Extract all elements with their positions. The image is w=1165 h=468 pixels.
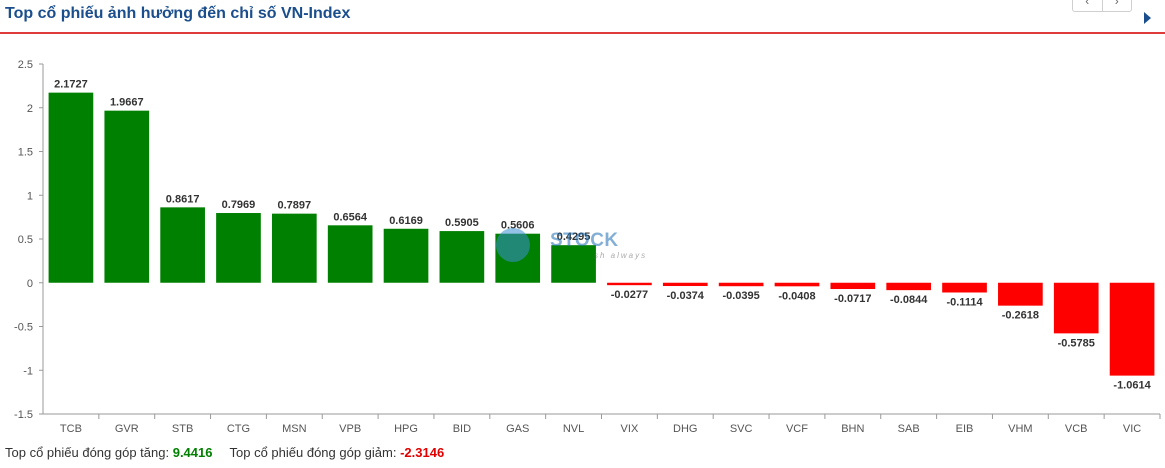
bar-hpg xyxy=(383,228,429,283)
x-tick-label: DHG xyxy=(673,423,697,435)
y-tick-label: 0.5 xyxy=(18,234,33,246)
x-tick-label: VCB xyxy=(1065,423,1088,435)
bar-value-label: -0.0844 xyxy=(890,294,928,306)
bar-vcb xyxy=(1053,282,1099,334)
x-tick-label: HPG xyxy=(394,423,418,435)
bar-value-label: -0.0277 xyxy=(611,289,648,301)
bar-value-label: -0.0374 xyxy=(667,290,705,302)
bar-sab xyxy=(886,282,932,291)
y-tick-label: 2.5 xyxy=(18,59,33,71)
x-tick-label: STB xyxy=(172,423,193,435)
x-tick-label: CTG xyxy=(227,423,250,435)
up-summary-label: Top cổ phiếu đóng góp tăng: xyxy=(5,445,170,460)
bar-bhn xyxy=(830,282,876,290)
chart-title: Top cổ phiếu ảnh hưởng đến chỉ số VN-Ind… xyxy=(5,5,351,22)
bar-value-label: -1.0614 xyxy=(1113,380,1151,392)
bar-value-label: 0.6564 xyxy=(333,211,368,223)
x-tick-label: TCB xyxy=(60,423,82,435)
bar-gvr xyxy=(104,110,150,283)
x-tick-label: VIX xyxy=(621,423,639,435)
bar-tcb xyxy=(48,92,94,283)
bar-dhg xyxy=(662,282,708,287)
bar-ctg xyxy=(216,213,261,283)
prev-button[interactable]: ‹ xyxy=(1085,0,1090,8)
bar-value-label: -0.0717 xyxy=(834,293,871,305)
y-tick-label: 1 xyxy=(27,190,33,202)
bar-value-label: -0.0395 xyxy=(722,290,759,302)
next-button[interactable]: › xyxy=(1101,0,1132,11)
bar-value-label: 0.7969 xyxy=(222,199,256,211)
bar-msn xyxy=(271,213,317,283)
x-tick-label: GAS xyxy=(506,423,529,435)
watermark-brand: STOCK xyxy=(550,230,619,251)
bar-value-label: -0.2618 xyxy=(1002,310,1039,322)
x-tick-label: GVR xyxy=(115,423,139,435)
bar-value-label: 0.7897 xyxy=(277,200,311,212)
y-tick-label: -1.5 xyxy=(14,409,33,421)
chart-header: Top cổ phiếu ảnh hưởng đến chỉ số VN-Ind… xyxy=(0,0,1165,34)
bar-value-label: -0.0408 xyxy=(778,290,815,302)
bar-vcf xyxy=(774,282,820,287)
bar-value-label: 0.4295 xyxy=(557,231,591,243)
x-tick-label: SVC xyxy=(730,423,753,435)
bar-chart: 2.5 2 1.5 1 0.5 0 -0.5 -1 -1.5 2.1727 TCB 1.9667 GVR… xyxy=(14,59,1161,435)
bar-nvl xyxy=(551,245,596,283)
bar-value-label: -0.5785 xyxy=(1058,337,1095,349)
x-tick-label: BID xyxy=(453,423,471,435)
bar-value-label: 0.5905 xyxy=(445,217,479,229)
x-tick-label: VPB xyxy=(339,423,361,435)
down-summary-label: Top cổ phiếu đóng góp giảm: xyxy=(229,445,397,460)
bar-vix xyxy=(607,282,652,286)
bar-value-label: 0.8617 xyxy=(166,193,200,205)
up-summary-value: 9.4416 xyxy=(172,445,213,460)
bar-svc xyxy=(718,282,764,287)
x-tick-label: SAB xyxy=(898,423,920,435)
bar-stb xyxy=(160,207,205,283)
bar-value-label: 1.9667 xyxy=(110,97,144,109)
bar-vic xyxy=(1109,282,1155,376)
y-tick-label: 0 xyxy=(27,278,33,290)
watermark-circle-icon xyxy=(496,228,530,262)
x-tick-label: VHM xyxy=(1008,423,1032,435)
y-tick-label: 2 xyxy=(27,103,33,115)
summary-footer: Top cổ phiếu đóng góp tăng: 9.4416 Top c… xyxy=(5,445,444,460)
x-tick-label: VIC xyxy=(1123,423,1141,435)
x-tick-label: NVL xyxy=(563,423,584,435)
bar-vpb xyxy=(327,225,373,283)
bar-value-label: 2.1727 xyxy=(54,79,88,91)
bar-eib xyxy=(942,282,987,293)
watermark-tagline: sh always xyxy=(594,251,648,260)
bar-value-label: -0.1114 xyxy=(946,296,983,308)
bar-vhm xyxy=(998,282,1043,306)
down-summary-value: -2.3146 xyxy=(400,445,445,460)
expand-arrow-icon[interactable] xyxy=(1144,12,1151,24)
watermark-logo: STOCK sh always xyxy=(494,226,674,266)
x-tick-label: MSN xyxy=(282,423,307,435)
x-tick-label: EIB xyxy=(956,423,974,435)
x-tick-label: BHN xyxy=(841,423,864,435)
bar-bid xyxy=(439,231,485,283)
x-tick-label: VCF xyxy=(786,423,808,435)
y-tick-label: -1 xyxy=(23,365,33,377)
bar-value-label: 0.6169 xyxy=(389,215,423,227)
y-tick-label: 1.5 xyxy=(18,147,33,159)
y-tick-label: -0.5 xyxy=(14,322,33,334)
pager-buttons: ‹ › xyxy=(1072,0,1132,12)
